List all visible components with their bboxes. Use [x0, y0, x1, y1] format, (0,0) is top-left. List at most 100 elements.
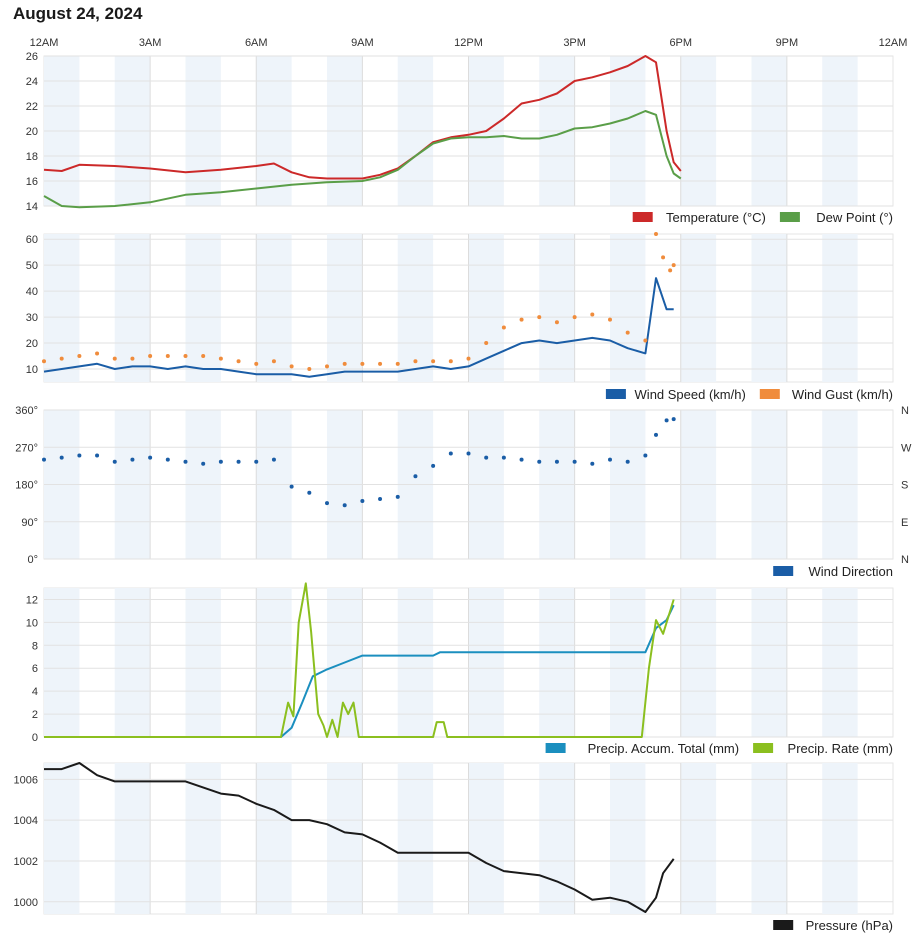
data-point [448, 359, 453, 364]
legend-swatch [773, 566, 794, 576]
data-point [307, 367, 312, 372]
data-point [378, 361, 383, 366]
data-point [395, 361, 400, 366]
data-point [254, 361, 259, 366]
hour-band [680, 588, 717, 737]
data-point [519, 457, 524, 462]
hour-band [256, 234, 292, 382]
data-point [653, 432, 658, 437]
data-point [661, 255, 666, 260]
series-line [44, 762, 675, 913]
data-point [42, 359, 46, 364]
hour-band [256, 763, 292, 914]
y-tick-label: 0° [27, 554, 38, 566]
data-point [342, 503, 347, 508]
y-tick-label: 1002 [14, 856, 38, 868]
data-point [112, 356, 117, 361]
data-point [395, 494, 400, 499]
y-tick-label-right: W [901, 442, 912, 454]
hour-band [539, 763, 575, 914]
data-point [378, 496, 383, 501]
data-point [590, 461, 595, 466]
hour-band [397, 234, 434, 382]
hour-band [327, 234, 363, 382]
data-point [236, 459, 241, 464]
hour-band [610, 234, 646, 382]
data-point [572, 315, 577, 320]
data-point [165, 457, 170, 462]
series-line [43, 55, 682, 180]
data-point [201, 354, 206, 359]
time-axis-tick-label: 9AM [351, 37, 374, 49]
data-point [289, 484, 294, 489]
data-point [608, 317, 612, 322]
y-tick-label: 60 [26, 234, 38, 246]
data-point [183, 354, 188, 359]
time-axis-tick-label: 12PM [454, 37, 483, 49]
data-point [653, 232, 658, 236]
data-point [183, 459, 188, 464]
data-point [289, 364, 294, 369]
time-axis-tick-label: 3PM [563, 37, 586, 49]
legend-swatch [545, 743, 566, 753]
data-point [554, 459, 559, 464]
hour-band [185, 588, 221, 737]
data-point [77, 354, 82, 359]
hour-band [468, 763, 504, 914]
data-point [95, 453, 100, 458]
data-point [165, 354, 170, 359]
hour-band [114, 588, 151, 737]
data-point [254, 459, 259, 464]
data-point [360, 361, 365, 366]
legend-swatch [632, 212, 653, 222]
data-point [431, 463, 436, 468]
y-tick-label: 1004 [14, 815, 38, 827]
time-axis-tick-label: 12AM [30, 37, 59, 49]
hour-band [185, 234, 221, 382]
hour-band [185, 763, 221, 914]
legend-label: Precip. Rate (mm) [788, 741, 893, 756]
data-point [671, 417, 676, 422]
data-point [271, 457, 276, 462]
data-point [148, 354, 153, 359]
data-point [537, 315, 542, 320]
hour-band [468, 234, 504, 382]
y-tick-label: 0 [32, 732, 38, 744]
y-tick-label: 26 [26, 51, 38, 63]
y-tick-label: 8 [32, 640, 38, 652]
hour-band [822, 763, 858, 914]
hour-band [44, 588, 80, 737]
data-point [643, 453, 648, 458]
series-line [44, 582, 675, 738]
legend-label: Temperature (°C) [666, 210, 766, 225]
hour-band [468, 588, 504, 737]
hour-band [610, 763, 646, 914]
hour-band [751, 763, 787, 914]
y-tick-label-right: E [901, 517, 908, 529]
legend-label: Wind Direction [808, 564, 893, 579]
y-tick-label: 6 [32, 663, 38, 675]
data-point [664, 418, 669, 423]
y-tick-label: 24 [26, 76, 38, 88]
time-axis-tick-label: 9PM [776, 37, 799, 49]
time-axis-tick-label: 6PM [669, 37, 692, 49]
data-point [537, 459, 542, 464]
hour-band [539, 588, 575, 737]
y-tick-label: 2 [32, 709, 38, 721]
hour-band [44, 763, 80, 914]
data-point [501, 325, 506, 330]
hour-band [822, 234, 858, 382]
legend-swatch [753, 743, 774, 753]
y-tick-label: 14 [26, 201, 38, 213]
hour-band [397, 588, 434, 737]
chart-panel-3: 0° N 90° E 180° S 270° W 360° N Wind Direction [15, 405, 912, 579]
data-point [484, 341, 489, 346]
data-point [59, 455, 64, 460]
data-point [466, 356, 471, 361]
y-tick-label: 20 [26, 126, 38, 138]
legend-swatch [605, 389, 626, 399]
hour-band [610, 588, 646, 737]
data-point [112, 459, 117, 464]
data-point [413, 474, 418, 479]
data-point [625, 459, 630, 464]
